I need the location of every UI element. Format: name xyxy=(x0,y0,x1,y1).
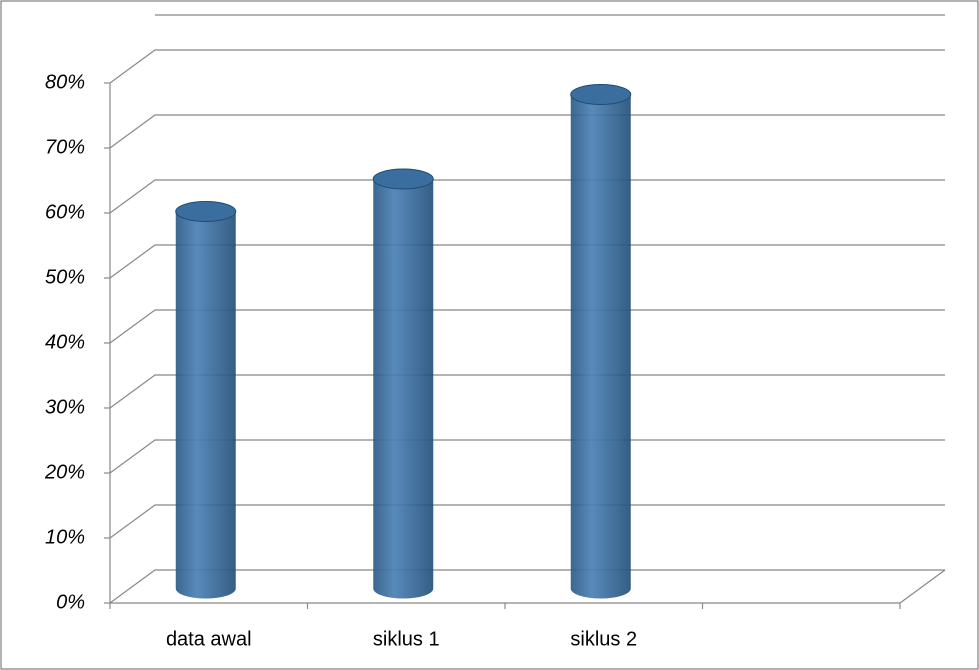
bar xyxy=(176,202,236,599)
frame xyxy=(1,1,978,669)
y-tick-label: 0% xyxy=(56,591,85,613)
x-tick-label: siklus 1 xyxy=(373,628,440,650)
bar xyxy=(373,169,433,599)
bar-top xyxy=(373,169,433,189)
y-tick-label: 20% xyxy=(44,461,85,483)
y-tick-label: 80% xyxy=(45,71,85,93)
floor-edge xyxy=(900,570,945,603)
bar-top xyxy=(571,85,631,105)
y-tick-label: 50% xyxy=(45,266,85,288)
bar-body xyxy=(571,95,631,599)
grid-line xyxy=(110,180,945,213)
bar-body xyxy=(373,179,433,599)
grid-line xyxy=(110,115,945,148)
y-tick-label: 60% xyxy=(45,201,85,223)
bar-top xyxy=(176,202,236,222)
x-tick-label: data awal xyxy=(166,628,252,650)
x-tick-label: siklus 2 xyxy=(570,628,637,650)
bar xyxy=(571,85,631,599)
grid-line xyxy=(110,50,945,83)
y-tick-label: 70% xyxy=(45,136,85,158)
y-tick-label: 40% xyxy=(45,331,85,353)
y-tick-label: 30% xyxy=(45,396,85,418)
y-tick-label: 10% xyxy=(45,526,85,548)
chart: 0% 10% 20% 30% 40% 50% 60% 70% 80% data awal siklu… xyxy=(0,0,979,670)
bar-body xyxy=(176,212,236,599)
